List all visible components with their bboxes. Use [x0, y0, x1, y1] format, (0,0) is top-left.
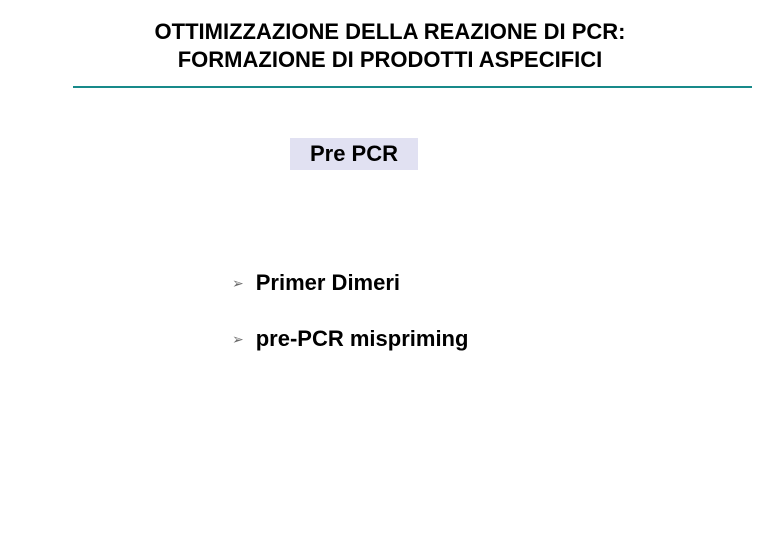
bullet-icon: ➢: [232, 275, 244, 292]
list-item: ➢ pre-PCR mispriming: [232, 326, 468, 352]
subtitle-text: Pre PCR: [310, 141, 398, 166]
list-item: ➢ Primer Dimeri: [232, 270, 468, 296]
title-divider: [73, 86, 752, 88]
bullet-text: Primer Dimeri: [256, 270, 400, 296]
subtitle-box: Pre PCR: [290, 138, 418, 170]
slide-title: OTTIMIZZAZIONE DELLA REAZIONE DI PCR: FO…: [0, 18, 780, 73]
bullet-icon: ➢: [232, 331, 244, 348]
slide-root: OTTIMIZZAZIONE DELLA REAZIONE DI PCR: FO…: [0, 0, 780, 540]
bullet-text: pre-PCR mispriming: [256, 326, 469, 352]
bullet-list: ➢ Primer Dimeri ➢ pre-PCR mispriming: [232, 270, 468, 352]
title-line-2: FORMAZIONE DI PRODOTTI ASPECIFICI: [0, 46, 780, 74]
title-line-1: OTTIMIZZAZIONE DELLA REAZIONE DI PCR:: [0, 18, 780, 46]
